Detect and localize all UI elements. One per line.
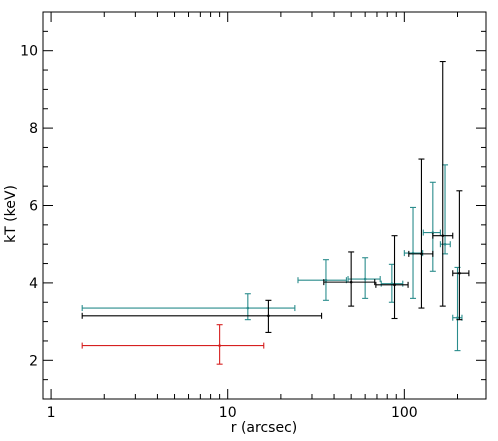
data-point bbox=[452, 190, 470, 321]
x-tick-label: 10 bbox=[219, 405, 237, 421]
point-marker bbox=[267, 314, 270, 318]
point-marker bbox=[443, 242, 447, 246]
point-marker bbox=[431, 231, 435, 234]
data-point bbox=[408, 158, 434, 309]
x-tick-label: 1 bbox=[47, 405, 56, 421]
data-point bbox=[432, 60, 454, 307]
point-marker bbox=[349, 280, 353, 284]
point-marker bbox=[363, 277, 367, 281]
data-point bbox=[347, 257, 381, 299]
y-tick-label: 2 bbox=[29, 353, 38, 369]
y-axis-label: kT (keV) bbox=[3, 185, 19, 243]
point-marker bbox=[441, 234, 445, 237]
series-0 bbox=[81, 324, 265, 365]
y-tick-label: 6 bbox=[29, 199, 38, 215]
point-marker bbox=[420, 252, 423, 256]
series-2 bbox=[81, 60, 470, 333]
point-marker bbox=[218, 344, 221, 347]
point-marker bbox=[456, 316, 459, 320]
y-tick-label: 10 bbox=[20, 44, 38, 60]
data-point bbox=[297, 259, 347, 301]
point-marker bbox=[458, 271, 461, 275]
plot-frame bbox=[42, 11, 487, 400]
data-point bbox=[375, 235, 409, 320]
data-point bbox=[380, 263, 404, 303]
error-bars bbox=[81, 60, 470, 365]
x-axis-label: r (arcsec) bbox=[231, 420, 297, 436]
point-marker bbox=[246, 306, 250, 310]
data-point bbox=[81, 299, 323, 333]
series-1 bbox=[81, 164, 463, 352]
y-tick-label: 8 bbox=[29, 121, 38, 137]
data-point bbox=[323, 251, 376, 307]
data-point bbox=[81, 324, 265, 365]
point-marker bbox=[393, 283, 396, 287]
data-point bbox=[452, 266, 463, 352]
axis-ticks: 1 10 100 2 4 6 8 10 bbox=[20, 11, 486, 421]
data-point bbox=[422, 181, 441, 272]
point-marker bbox=[324, 278, 328, 282]
x-tick-label: 100 bbox=[391, 405, 418, 421]
y-tick-label: 4 bbox=[29, 276, 38, 292]
data-point bbox=[439, 164, 451, 255]
